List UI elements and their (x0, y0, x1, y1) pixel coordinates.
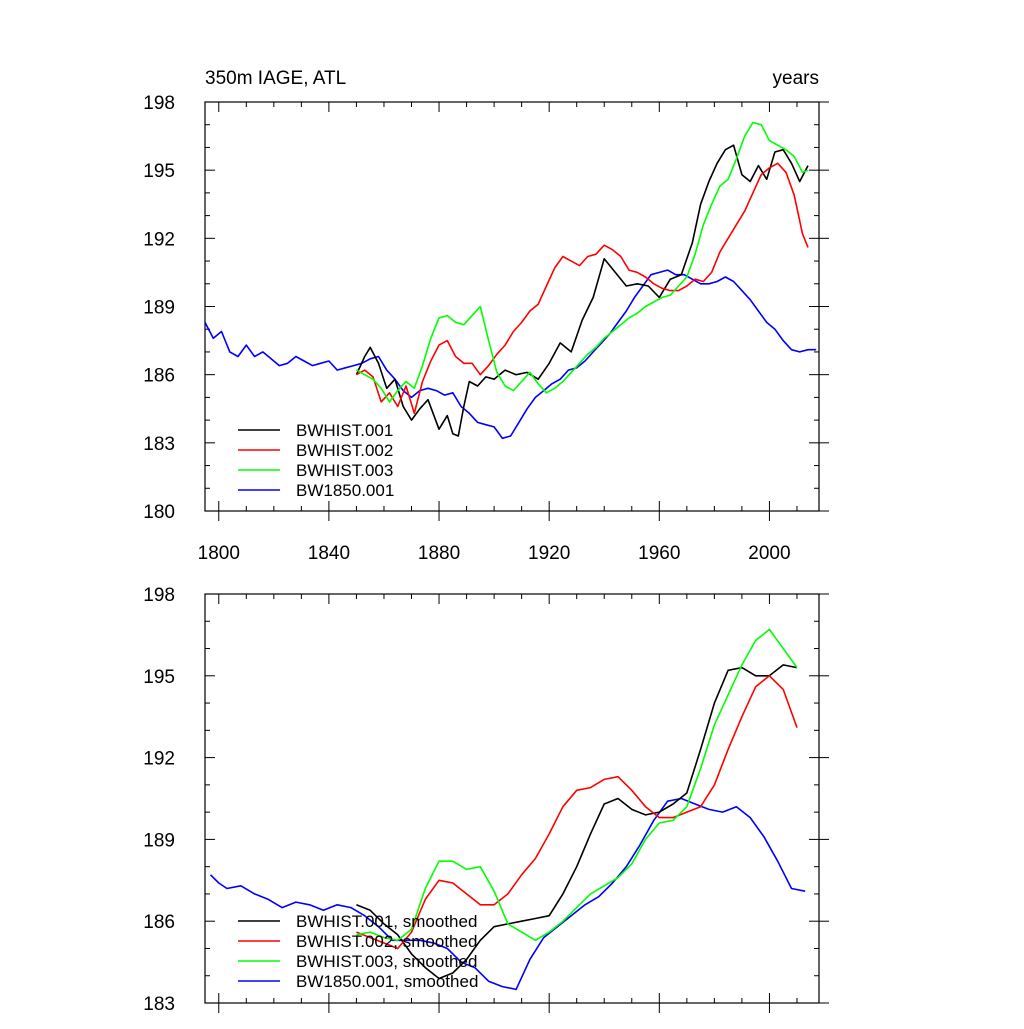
y-tick-label: 195 (143, 667, 175, 688)
x-tick-label: 1840 (308, 543, 350, 564)
legend-label: BWHIST.001 (296, 421, 393, 440)
chart-title-right: years (773, 68, 819, 89)
legend-label: BWHIST.003 (296, 461, 393, 480)
series-line-bwhist-001-smoothed (356, 664, 798, 980)
x-tick-label: 1960 (638, 543, 680, 564)
legend-label: BWHIST.002 (296, 441, 393, 460)
x-tick-label: 1880 (418, 543, 460, 564)
y-tick-label: 192 (143, 749, 175, 770)
chart-panel-1: 1800 1840 1880 1920 1960 2000 180 183 186 189 192 1… (143, 68, 829, 564)
chart-title-left: 350m IAGE, ATL (205, 68, 346, 89)
x-tick-label: 1800 (198, 543, 240, 564)
y-tick-label: 186 (143, 366, 175, 387)
legend-label: BWHIST.001, smoothed (296, 912, 477, 931)
series-line-bw1850-001-smoothed (209, 797, 806, 991)
series-line-bwhist-002-smoothed (356, 674, 798, 950)
y-tick-label: 192 (143, 229, 175, 250)
y-tick-label: 189 (143, 298, 175, 319)
series-line-bwhist-001 (355, 144, 809, 437)
y-tick-label: 183 (143, 994, 175, 1015)
y-tick-label: 180 (143, 502, 175, 523)
y-tick-label: 198 (143, 585, 175, 606)
x-tick-label: 1920 (528, 543, 570, 564)
series-line-bwhist-003 (356, 121, 809, 403)
legend-label: BWHIST.003, smoothed (296, 952, 477, 971)
y-tick-label: 186 (143, 912, 175, 933)
y-tick-label: 195 (143, 161, 175, 182)
y-tick-label: 189 (143, 830, 175, 851)
series-line-bw1850-001 (205, 269, 817, 440)
x-tick-label: 2000 (748, 543, 790, 564)
legend-label: BW1850.001, smoothed (296, 972, 478, 991)
plot-frame (204, 593, 820, 1004)
series-line-bwhist-002 (356, 162, 809, 415)
y-tick-label: 183 (143, 434, 175, 455)
legend-label: BWHIST.002, smoothed (296, 932, 477, 951)
series-line-bwhist-003-smoothed (356, 628, 798, 942)
legend-label: BW1850.001 (296, 481, 394, 500)
y-tick-label: 198 (143, 93, 175, 114)
